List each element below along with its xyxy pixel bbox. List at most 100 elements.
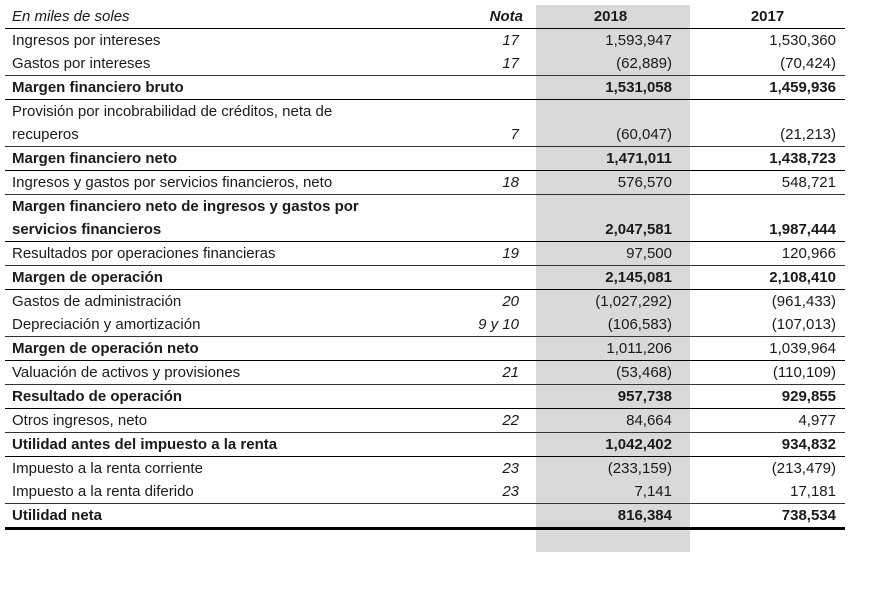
row-value-2018: (60,047) [531, 123, 690, 147]
row-nota [443, 75, 531, 100]
header-row: En miles de soles Nota 2018 2017 [5, 5, 845, 29]
row-label: Ingresos y gastos por servicios financie… [5, 170, 443, 195]
row-value-2018: (1,027,292) [595, 293, 672, 310]
row-nota: 17 [502, 32, 519, 49]
row-value-2018: (233,159) [607, 460, 672, 477]
row-value-2018: 576,570 [531, 170, 690, 195]
row-label: Margen de operación [5, 265, 443, 290]
row-value-2017: (70,424) [690, 52, 845, 76]
row-value-2017 [690, 100, 845, 124]
row-value-2017: (110,109) [690, 360, 845, 385]
row-value-2018: (53,468) [531, 360, 690, 385]
table-body: Ingresos por intereses 17 1,593,947 1,530,3… [5, 29, 845, 530]
row-label: Ingresos por intereses [12, 32, 161, 49]
row-label: recuperos [5, 123, 443, 147]
row-value-2017 [690, 195, 845, 219]
row-value-2018: 2,047,581 [531, 218, 690, 242]
row-label: Utilidad neta [5, 503, 443, 530]
row-nota [443, 265, 531, 290]
row-label: Depreciación y amortización [5, 313, 443, 337]
row-label: Margen de operación neto [5, 336, 443, 361]
row-value-2017: 120,966 [690, 241, 845, 266]
row-label: Resultados por operaciones financieras [5, 241, 443, 266]
table-row: Utilidad neta 816,384 738,534 [5, 503, 845, 530]
row-value-2018: (62,889) [531, 52, 690, 76]
row-value-2017: 929,855 [690, 384, 845, 409]
table-row: Gastos de administración 20 (1,027,292) (96… [5, 290, 845, 314]
row-value-2017: 738,534 [690, 503, 845, 530]
row-label: Impuesto a la renta diferido [5, 480, 443, 504]
row-nota [443, 195, 531, 219]
row-label: Utilidad antes del impuesto a la renta [5, 432, 443, 457]
row-value-2017: 548,721 [690, 170, 845, 195]
table-row: Provisión por incobrabilidad de créditos… [5, 100, 845, 124]
row-label: Margen financiero bruto [5, 75, 443, 100]
row-value-2017: 1,438,723 [690, 146, 845, 171]
income-statement: En miles de soles Nota 2018 2017 Ingreso… [5, 5, 845, 552]
table-row: Impuesto a la renta diferido 23 7,141 17,18… [5, 480, 845, 504]
row-value-2017: (961,433) [771, 293, 836, 310]
row-value-2018: 957,738 [531, 384, 690, 409]
row-value-2018: 1,531,058 [531, 75, 690, 100]
table-row: Depreciación y amortización 9 y 10 (106,58… [5, 313, 845, 337]
table-row: Valuación de activos y provisiones 21 (53,… [5, 360, 845, 385]
table-row: Utilidad antes del impuesto a la renta 1,… [5, 432, 845, 457]
year-2018-header: 2018 [531, 5, 690, 29]
row-value-2017: 1,039,964 [690, 336, 845, 361]
units-label: En miles de soles [5, 5, 443, 29]
table-row: Resultados por operaciones financieras 19… [5, 241, 845, 266]
row-nota [443, 432, 531, 457]
row-value-2018: 816,384 [531, 503, 690, 530]
row-value-2018: 84,664 [531, 408, 690, 433]
row-value-2018 [531, 195, 690, 219]
table-row: Margen financiero neto 1,471,011 1,438,723 [5, 146, 845, 171]
row-label: Valuación de activos y provisiones [5, 360, 443, 385]
row-label: Gastos por intereses [5, 52, 443, 76]
table-row: Margen de operación neto 1,011,206 1,039,9… [5, 336, 845, 361]
row-nota [443, 218, 531, 242]
row-value-2018: 1,011,206 [531, 336, 690, 361]
row-label: Gastos de administración [12, 293, 182, 310]
row-nota: 17 [443, 52, 531, 76]
table-row: Margen de operación 2,145,081 2,108,410 [5, 265, 845, 290]
row-nota: 7 [443, 123, 531, 147]
row-value-2017: 1,987,444 [690, 218, 845, 242]
row-label: Resultado de operación [5, 384, 443, 409]
row-label: servicios financieros [5, 218, 443, 242]
row-value-2017: 1,530,360 [769, 32, 836, 49]
row-value-2018: 2,145,081 [531, 265, 690, 290]
row-nota [443, 100, 531, 124]
row-nota: 23 [502, 460, 519, 477]
row-value-2018: (106,583) [531, 313, 690, 337]
row-value-2018: 1,593,947 [605, 32, 672, 49]
row-label: Provisión por incobrabilidad de créditos… [12, 103, 333, 120]
row-value-2017: 17,181 [690, 480, 845, 504]
row-nota [443, 336, 531, 361]
row-nota: 9 y 10 [443, 313, 531, 337]
nota-header: Nota [443, 5, 531, 29]
table-row: Gastos por intereses 17 (62,889) (70,424) [5, 52, 845, 76]
table-row: servicios financieros 2,047,581 1,987,444 [5, 218, 845, 242]
row-value-2018 [531, 100, 690, 124]
row-label: Impuesto a la renta corriente [12, 460, 203, 477]
row-value-2017: (107,013) [690, 313, 845, 337]
row-value-2018: 1,471,011 [531, 146, 690, 171]
row-value-2018: 1,042,402 [531, 432, 690, 457]
row-nota: 22 [443, 408, 531, 433]
row-nota: 18 [443, 170, 531, 195]
row-nota [443, 146, 531, 171]
table-row: recuperos 7 (60,047) (21,213) [5, 123, 845, 147]
row-nota: 21 [443, 360, 531, 385]
row-value-2017: 1,459,936 [690, 75, 845, 100]
row-label: Margen financiero neto de ingresos y gas… [12, 198, 359, 215]
table-row: Margen financiero neto de ingresos y gas… [5, 195, 845, 219]
table-row: Ingresos y gastos por servicios financie… [5, 170, 845, 195]
table-row: Resultado de operación 957,738 929,855 [5, 384, 845, 409]
table-row: Otros ingresos, neto 22 84,664 4,977 [5, 408, 845, 433]
table-row: Impuesto a la renta corriente 23 (233,159)… [5, 457, 845, 481]
income-statement-table: En miles de soles Nota 2018 2017 Ingreso… [5, 5, 845, 530]
row-value-2017: 2,108,410 [690, 265, 845, 290]
row-nota: 23 [443, 480, 531, 504]
row-value-2018: 97,500 [531, 241, 690, 266]
row-label: Margen financiero neto [5, 146, 443, 171]
